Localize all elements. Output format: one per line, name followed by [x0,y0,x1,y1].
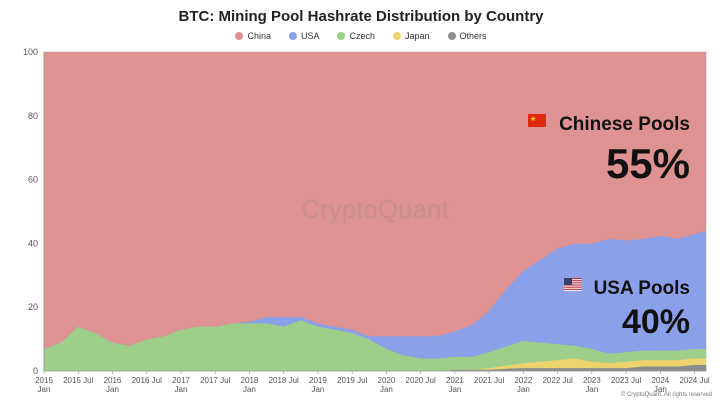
y-tick-label: 20 [28,302,38,312]
x-tick-label: 2018 [241,376,259,385]
y-tick-label: 60 [28,175,38,185]
x-tick-label: 2021 [446,376,464,385]
legend-label-czech: Czech [349,31,375,41]
y-tick-label: 0 [33,366,38,376]
y-tick-label: 100 [23,47,38,57]
x-tick-label: 2016 [104,376,122,385]
legend: China USA Czech Japan Others [0,31,722,41]
annotations-group: ★ Chinese Pools 55% USA Pools 40% [528,114,690,341]
x-tick-label: 2024 Jul [679,376,709,385]
chart-title: BTC: Mining Pool Hashrate Distribution b… [178,8,544,25]
legend-item-usa[interactable]: USA [288,31,320,41]
x-tick-sublabel: Jan [448,385,461,394]
legend-swatch-czech [337,32,346,40]
x-tick-label: 2024 [651,376,669,385]
x-tick-label: 2023 [583,376,601,385]
legend-label-japan: Japan [405,31,430,41]
x-tick-label: 2021 Jul [474,376,504,385]
x-tick-sublabel: Jan [38,385,51,394]
annotation-china-value: 55% [606,140,690,187]
legend-label-usa: USA [300,31,320,41]
legend-label-china: China [247,31,271,41]
x-tick-sublabel: Jan [585,385,598,394]
x-tick-sublabel: Jan [175,385,188,394]
x-tick-label: 2018 Jul [269,376,299,385]
legend-item-japan[interactable]: Japan [393,31,430,41]
x-tick-label: 2015 [35,376,53,385]
legend-item-czech[interactable]: Czech [337,31,375,41]
x-tick-sublabel: Jan [243,385,256,394]
x-tick-label: 2020 Jul [406,376,436,385]
x-tick-label: 2019 Jul [337,376,367,385]
x-tick-label: 2023 Jul [611,376,641,385]
x-tick-label: 2022 [514,376,532,385]
legend-item-others[interactable]: Others [447,31,487,41]
annotation-usa-label: USA Pools [594,278,690,299]
legend-swatch-others [447,32,456,40]
usa-flag-icon [563,277,583,292]
x-tick-sublabel: Jan [517,385,530,394]
legend-label-others: Others [459,31,487,41]
x-tick-sublabel: Jan [311,385,324,394]
x-tick-label: 2017 [172,376,190,385]
svg-text:★: ★ [530,115,536,123]
copyright-text: © CryptoQuant. All rights reserved [621,391,712,398]
x-tick-label: 2015 Jul [63,376,93,385]
legend-swatch-japan [393,32,401,40]
x-tick-sublabel: Jan [654,385,667,394]
x-tick-label: 2020 [378,376,396,385]
annotation-china-label: Chinese Pools [559,114,690,135]
x-tick-label: 2016 Jul [132,376,162,385]
x-tick-sublabel: Jan [106,385,119,394]
annotation-usa-value: 40% [622,303,690,341]
legend-item-china[interactable]: China [235,31,271,41]
legend-swatch-china [235,32,244,40]
y-tick-label: 40 [28,238,38,248]
watermark-text: CryptoQuant [301,194,449,224]
china-flag-icon: ★ [528,114,546,127]
y-tick-label: 80 [28,111,38,121]
x-tick-label: 2022 Jul [542,376,572,385]
legend-swatch-usa [288,32,297,40]
x-tick-label: 2017 Jul [200,376,230,385]
x-tick-label: 2019 [309,376,327,385]
x-tick-sublabel: Jan [380,385,393,394]
